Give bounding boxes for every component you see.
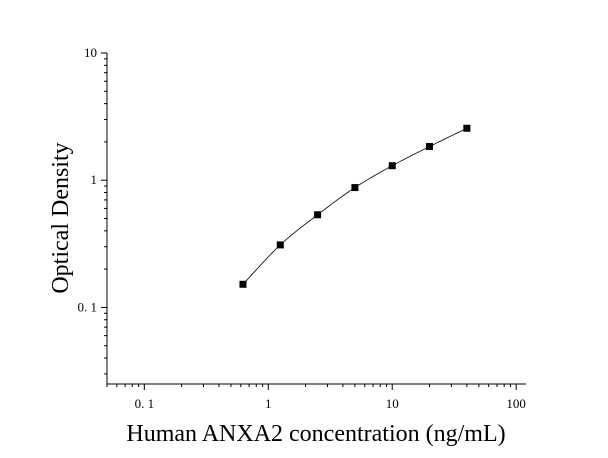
- data-point: [351, 184, 359, 192]
- tick-labels: 0. 1 1 10 100 0. 1 1 10: [78, 45, 526, 411]
- data-point: [426, 143, 434, 151]
- fit-curve: [242, 127, 468, 285]
- x-tick-label: 10: [386, 396, 399, 411]
- data-point: [314, 211, 322, 219]
- ticks: [101, 52, 517, 390]
- x-tick-label: 0. 1: [135, 396, 155, 411]
- y-axis-title: Optical Density: [48, 142, 74, 293]
- x-tick-label: 1: [265, 396, 272, 411]
- x-tick-label: 100: [506, 396, 526, 411]
- data-point: [388, 162, 396, 170]
- data-point: [463, 124, 471, 132]
- y-tick-label: 1: [91, 172, 98, 187]
- y-tick-label: 10: [84, 45, 97, 60]
- data-points: [239, 124, 471, 288]
- y-tick-label: 0. 1: [78, 299, 98, 314]
- data-point: [276, 241, 284, 249]
- x-axis-title: Human ANXA2 concentration (ng/mL): [126, 421, 505, 447]
- data-point: [239, 280, 247, 288]
- axes: [106, 53, 526, 385]
